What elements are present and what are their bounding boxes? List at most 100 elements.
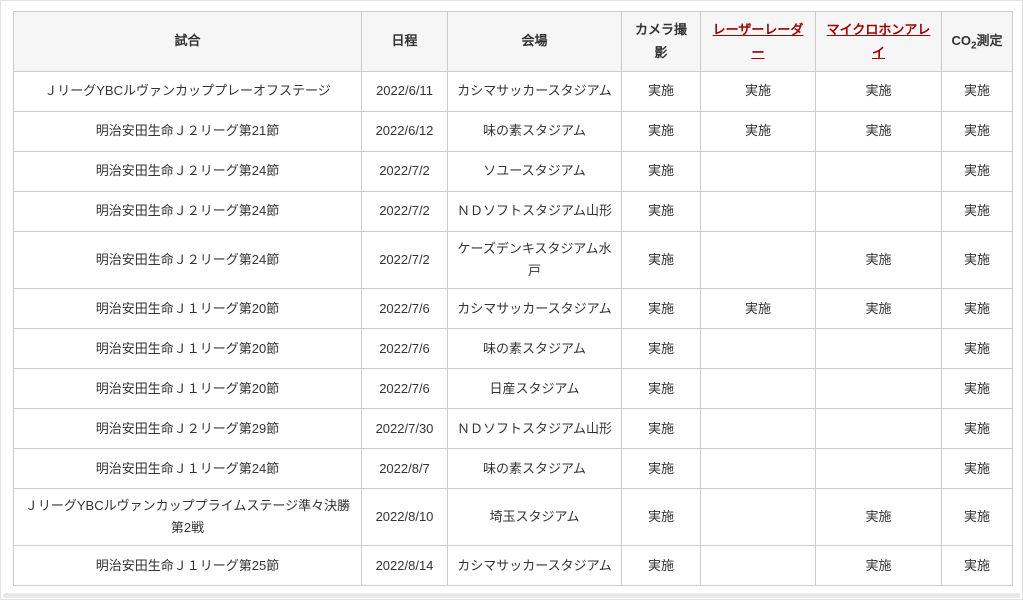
cell-laser-radar: 実施: [700, 288, 816, 330]
cell-match: 明治安田生命Ｊ２リーグ第24節: [13, 191, 362, 232]
table-row: ＪリーグYBCルヴァンカッププライムステージ準々決勝第2戦 2022/8/10 埼玉…: [13, 488, 1013, 547]
cell-co2: 実施: [941, 151, 1013, 192]
column-header-laser-radar: レーザーレーダー: [700, 11, 816, 72]
cell-venue: 味の素スタジアム: [447, 448, 622, 490]
cell-microphone-array: [815, 368, 942, 410]
measurement-table: 試合 日程 会場 カメラ撮影 レーザーレーダー マイクロホンアレイ CO2測定 ＪリーグYB…: [13, 11, 1013, 587]
cell-microphone-array: 実施: [815, 230, 942, 290]
column-header-microphone-array: マイクロホンアレイ: [815, 11, 942, 72]
cell-laser-radar: [700, 408, 816, 450]
cell-date: 2022/7/6: [361, 288, 448, 330]
column-header-venue: 会場: [447, 11, 622, 72]
cell-venue: 埼玉スタジアム: [447, 488, 622, 547]
cell-camera: 実施: [621, 368, 701, 410]
cell-microphone-array: 実施: [815, 545, 942, 587]
co2-label-subscript: 2: [970, 41, 977, 53]
cell-co2: 実施: [941, 408, 1013, 450]
cell-date: 2022/8/14: [361, 545, 448, 587]
cell-match: 明治安田生命Ｊ１リーグ第20節: [13, 328, 362, 370]
cell-venue: 味の素スタジアム: [447, 328, 622, 370]
laser-radar-link[interactable]: レーザーレーダー: [712, 22, 804, 60]
cell-match: 明治安田生命Ｊ１リーグ第20節: [13, 288, 362, 330]
cell-venue: カシマサッカースタジアム: [447, 71, 622, 112]
cell-date: 2022/7/6: [361, 368, 448, 410]
cell-co2: 実施: [941, 328, 1013, 370]
cell-microphone-array: 実施: [815, 71, 942, 112]
cell-laser-radar: [700, 230, 816, 290]
cell-co2: 実施: [941, 111, 1013, 152]
cell-microphone-array: [815, 191, 942, 232]
cell-co2: 実施: [941, 368, 1013, 410]
table-row: 明治安田生命Ｊ２リーグ第24節 2022/7/2 ケーズデンキスタジアム水戸 実施 実施…: [13, 230, 1013, 290]
cell-date: 2022/7/2: [361, 151, 448, 192]
co2-label-post: 測定: [976, 33, 1003, 49]
horizontal-scrollbar-track[interactable]: [3, 593, 1020, 598]
cell-co2: 実施: [941, 71, 1013, 112]
table-row: 明治安田生命Ｊ２リーグ第24節 2022/7/2 ＮＤソフトスタジアム山形 実施 実施: [13, 191, 1013, 232]
cell-date: 2022/7/2: [361, 191, 448, 232]
cell-venue: カシマサッカースタジアム: [447, 288, 622, 330]
cell-camera: 実施: [621, 328, 701, 370]
cell-camera: 実施: [621, 408, 701, 450]
column-header-match: 試合: [13, 11, 362, 72]
cell-laser-radar: [700, 488, 816, 547]
cell-microphone-array: 実施: [815, 288, 942, 330]
cell-co2: 実施: [941, 288, 1013, 330]
cell-microphone-array: 実施: [815, 488, 942, 547]
cell-match: ＪリーグYBCルヴァンカッププレーオフステージ: [13, 71, 362, 112]
table-row: 明治安田生命Ｊ１リーグ第20節 2022/7/6 日産スタジアム 実施 実施: [13, 368, 1013, 410]
cell-match: 明治安田生命Ｊ１リーグ第25節: [13, 545, 362, 587]
cell-match: 明治安田生命Ｊ２リーグ第24節: [13, 151, 362, 192]
cell-date: 2022/8/10: [361, 488, 448, 547]
cell-match: 明治安田生命Ｊ２リーグ第24節: [13, 230, 362, 290]
cell-laser-radar: 実施: [700, 111, 816, 152]
cell-date: 2022/7/2: [361, 230, 448, 290]
cell-date: 2022/7/30: [361, 408, 448, 450]
column-header-camera: カメラ撮影: [621, 11, 701, 72]
microphone-array-link[interactable]: マイクロホンアレイ: [826, 22, 931, 60]
cell-match: 明治安田生命Ｊ２リーグ第21節: [13, 111, 362, 152]
cell-microphone-array: [815, 151, 942, 192]
cell-date: 2022/6/11: [361, 71, 448, 112]
cell-laser-radar: [700, 448, 816, 490]
cell-laser-radar: [700, 368, 816, 410]
column-header-co2: CO2測定: [941, 11, 1013, 72]
cell-camera: 実施: [621, 230, 701, 290]
cell-venue: ソユースタジアム: [447, 151, 622, 192]
table-row: 明治安田生命Ｊ２リーグ第21節 2022/6/12 味の素スタジアム 実施 実施 実施 実施: [13, 111, 1013, 152]
cell-laser-radar: [700, 151, 816, 192]
cell-microphone-array: [815, 448, 942, 490]
cell-co2: 実施: [941, 488, 1013, 547]
cell-venue: ＮＤソフトスタジアム山形: [447, 191, 622, 232]
cell-camera: 実施: [621, 448, 701, 490]
cell-match: 明治安田生命Ｊ１リーグ第24節: [13, 448, 362, 490]
cell-camera: 実施: [621, 71, 701, 112]
cell-camera: 実施: [621, 151, 701, 192]
table-row: 明治安田生命Ｊ２リーグ第24節 2022/7/2 ソユースタジアム 実施 実施: [13, 151, 1013, 192]
cell-microphone-array: [815, 328, 942, 370]
cell-venue: ＮＤソフトスタジアム山形: [447, 408, 622, 450]
cell-venue: 日産スタジアム: [447, 368, 622, 410]
cell-camera: 実施: [621, 545, 701, 587]
cell-co2: 実施: [941, 191, 1013, 232]
cell-microphone-array: 実施: [815, 111, 942, 152]
co2-label-pre: CO: [951, 33, 971, 49]
cell-venue: 味の素スタジアム: [447, 111, 622, 152]
cell-camera: 実施: [621, 288, 701, 330]
cell-co2: 実施: [941, 545, 1013, 587]
cell-venue: カシマサッカースタジアム: [447, 545, 622, 587]
cell-camera: 実施: [621, 111, 701, 152]
column-header-date: 日程: [361, 11, 448, 72]
cell-microphone-array: [815, 408, 942, 450]
cell-date: 2022/6/12: [361, 111, 448, 152]
cell-match: ＪリーグYBCルヴァンカッププライムステージ準々決勝第2戦: [13, 488, 362, 547]
table-row: 明治安田生命Ｊ１リーグ第25節 2022/8/14 カシマサッカースタジアム 実施 実施…: [13, 545, 1013, 587]
cell-laser-radar: [700, 328, 816, 370]
cell-date: 2022/8/7: [361, 448, 448, 490]
cell-camera: 実施: [621, 488, 701, 547]
cell-date: 2022/7/6: [361, 328, 448, 370]
table-row: ＪリーグYBCルヴァンカッププレーオフステージ 2022/6/11 カシマサッカース…: [13, 71, 1013, 112]
cell-match: 明治安田生命Ｊ２リーグ第29節: [13, 408, 362, 450]
cell-laser-radar: 実施: [700, 71, 816, 112]
